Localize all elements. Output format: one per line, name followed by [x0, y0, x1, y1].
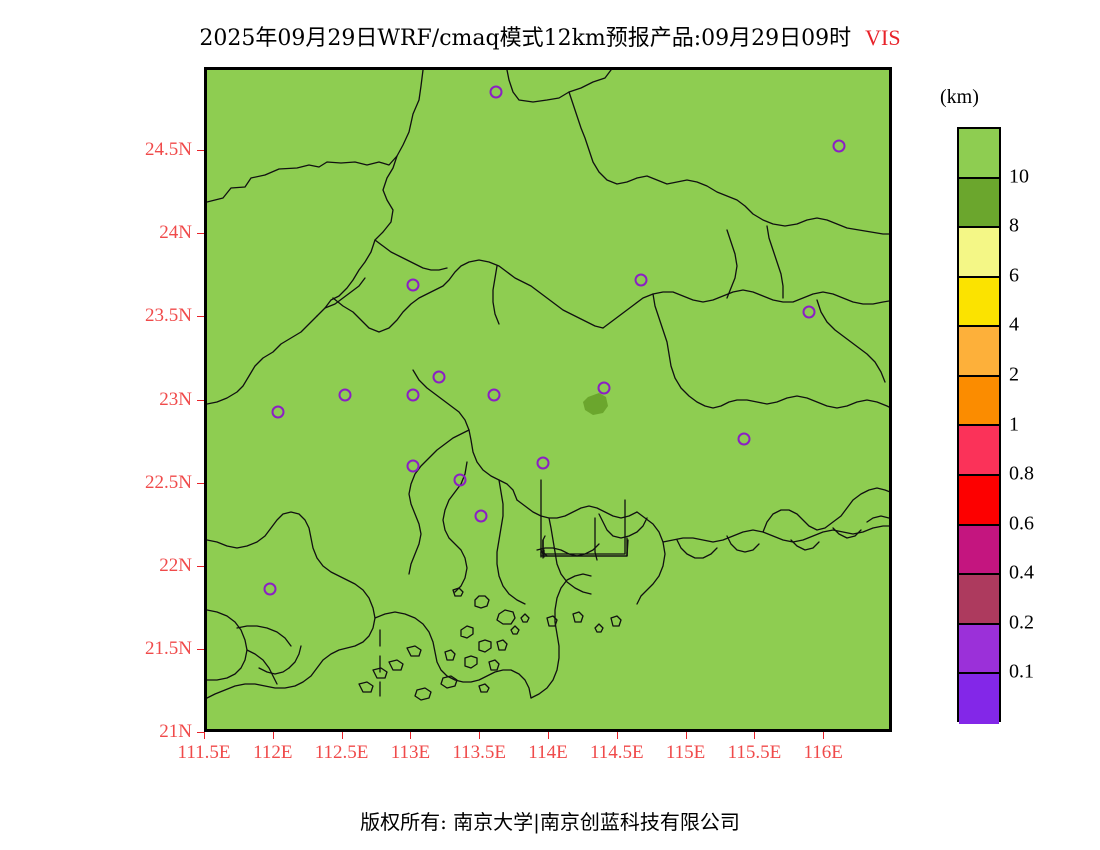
- colorbar-band: [959, 327, 999, 377]
- x-axis-tick: [341, 732, 343, 739]
- station-marker[interactable]: [832, 139, 846, 153]
- colorbar-band: [959, 129, 999, 179]
- station-marker[interactable]: [263, 582, 277, 596]
- colorbar-tick-label: 0.6: [1009, 512, 1034, 535]
- y-axis-tick: [197, 233, 204, 235]
- x-axis-tick: [616, 732, 618, 739]
- colorbar-tick-label: 8: [1009, 214, 1019, 237]
- station-marker[interactable]: [634, 273, 648, 287]
- copyright-footer: 版权所有: 南京大学|南京创蓝科技有限公司: [360, 810, 740, 834]
- map-vector-layer: [207, 70, 889, 729]
- x-axis-tick: [410, 732, 412, 739]
- visibility-anomaly-patch: [583, 393, 608, 415]
- y-axis-label: 24.5N: [145, 139, 192, 161]
- colorbar-tick-label: 4: [1009, 313, 1019, 336]
- station-marker[interactable]: [487, 388, 501, 402]
- y-axis-label: 23.5N: [145, 305, 192, 327]
- colorbar-band: [959, 525, 999, 576]
- y-axis-label: 23N: [159, 388, 192, 410]
- y-axis-label: 21.5N: [145, 637, 192, 659]
- y-axis-tick: [197, 482, 204, 484]
- station-marker[interactable]: [474, 509, 488, 523]
- colorbar-band: [959, 376, 999, 427]
- colorbar-band: [959, 426, 999, 477]
- station-marker[interactable]: [432, 370, 446, 384]
- x-axis-label: 113.5E: [452, 742, 507, 763]
- colorbar-band: [959, 674, 999, 724]
- title-variable-label: VIS: [865, 25, 901, 50]
- x-axis-tick: [479, 732, 481, 739]
- y-axis-tick: [197, 648, 204, 650]
- station-marker[interactable]: [489, 85, 503, 99]
- x-axis-label: 115.5E: [727, 742, 782, 763]
- y-axis-label: 24N: [159, 222, 192, 244]
- colorbar-unit-label: (km): [940, 86, 979, 108]
- colorbar-tick-label: 1: [1009, 413, 1019, 435]
- colorbar-band: [959, 228, 999, 278]
- y-axis-label: 22.5N: [145, 471, 192, 493]
- x-axis-tick: [754, 732, 756, 739]
- station-marker[interactable]: [338, 388, 352, 402]
- colorbar-tick-label: 6: [1009, 264, 1019, 287]
- x-axis-tick: [272, 732, 274, 739]
- colorbar[interactable]: [957, 127, 1001, 724]
- station-marker[interactable]: [597, 381, 611, 395]
- colorbar-tick-label: 2: [1009, 363, 1019, 386]
- station-marker[interactable]: [406, 459, 420, 473]
- x-axis-tick: [685, 732, 687, 739]
- y-axis-tick: [197, 732, 204, 733]
- colorbar-band: [959, 476, 999, 526]
- y-axis-tick: [197, 150, 204, 152]
- x-axis-label: 114.5E: [589, 742, 644, 763]
- y-axis-tick: [197, 399, 204, 401]
- x-axis-tick: [823, 732, 825, 739]
- station-marker[interactable]: [536, 456, 550, 470]
- administrative-boundaries: [207, 70, 889, 701]
- x-axis-tick: [204, 732, 205, 739]
- y-axis-label: 21N: [159, 721, 192, 742]
- y-axis-tick: [197, 565, 204, 567]
- station-marker[interactable]: [737, 432, 751, 446]
- x-axis-label: 112E: [253, 742, 293, 763]
- colorbar-tick-label: 0.4: [1009, 561, 1034, 584]
- colorbar-tick-label: 0.1: [1009, 660, 1034, 683]
- x-axis-label: 111.5E: [177, 742, 231, 763]
- station-marker[interactable]: [271, 405, 285, 419]
- colorbar-band: [959, 178, 999, 229]
- forecast-map-plot[interactable]: [204, 67, 892, 732]
- title-main-text: 2025年09月29日WRF/cmaq模式12km预报产品:09月29日09时: [199, 26, 852, 51]
- station-marker[interactable]: [453, 473, 467, 487]
- station-marker[interactable]: [406, 388, 420, 402]
- station-marker[interactable]: [406, 278, 420, 292]
- page-title: 2025年09月29日WRF/cmaq模式12km预报产品:09月29日09时 V…: [0, 20, 1100, 52]
- x-axis-label: 113E: [390, 742, 431, 763]
- x-axis-label: 114E: [528, 742, 568, 763]
- x-axis-label: 112.5E: [314, 742, 369, 763]
- colorbar-tick-label: 10: [1009, 165, 1029, 188]
- y-axis-tick: [197, 316, 204, 318]
- x-axis-tick: [548, 732, 549, 739]
- map-background: [207, 70, 889, 729]
- y-axis-label: 22N: [159, 554, 192, 576]
- colorbar-band: [959, 575, 999, 625]
- colorbar-band: [959, 277, 999, 328]
- colorbar-band: [959, 624, 999, 675]
- station-marker[interactable]: [802, 305, 816, 319]
- colorbar-tick-label: 0.2: [1009, 611, 1034, 634]
- colorbar-tick-label: 0.8: [1009, 462, 1034, 485]
- x-axis-label: 116E: [803, 742, 843, 763]
- x-axis-label: 115E: [665, 742, 706, 763]
